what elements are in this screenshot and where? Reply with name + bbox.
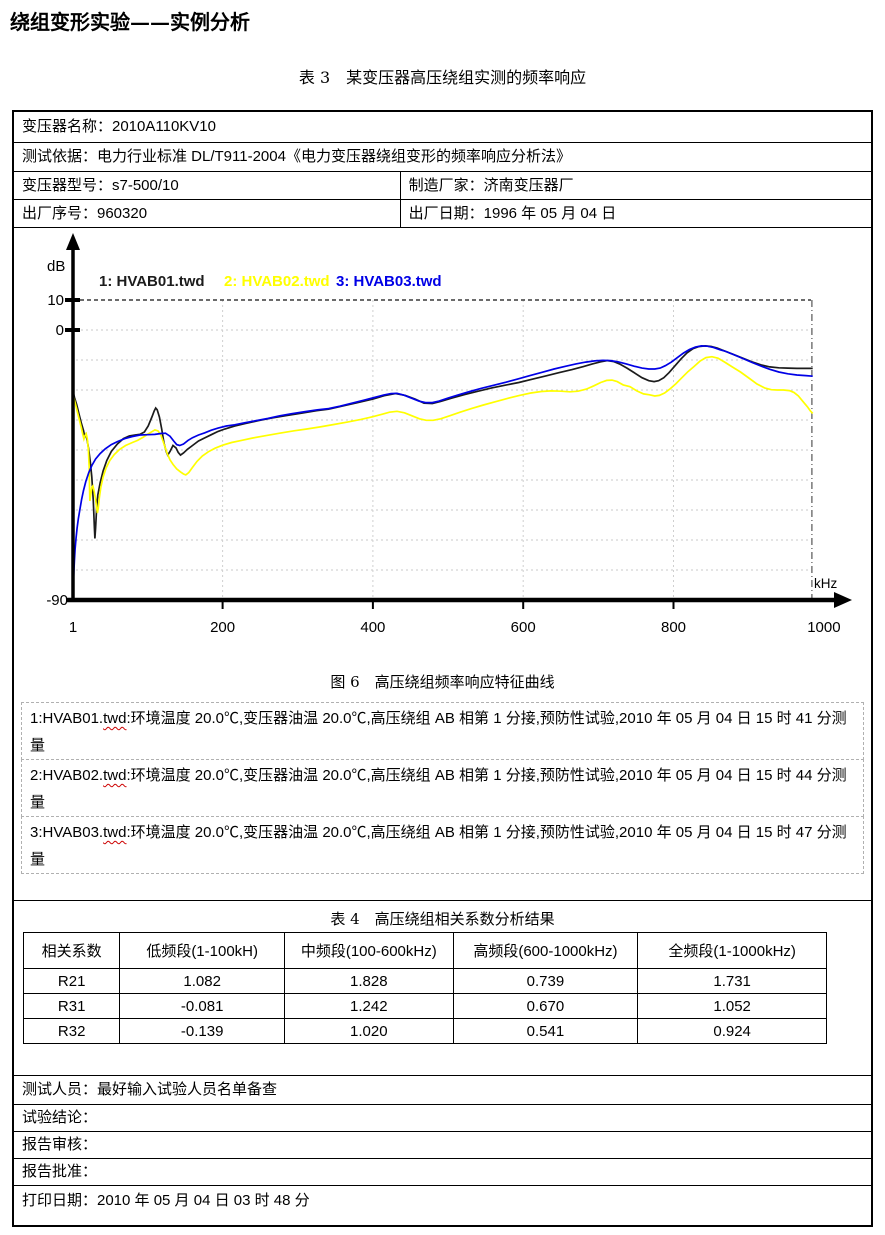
curve-series-3 (72, 345, 813, 598)
table-row: R21 1.082 1.828 0.739 1.731 (22, 968, 827, 994)
info-factory-date: 出厂日期：1996 年 05 月 04 日 (399, 200, 871, 227)
y-axis-arrow (66, 233, 80, 250)
footer-tester: 测试人员：最好输入试验人员名单备查 (14, 1075, 871, 1104)
page-title: 绕组变形实验——实例分析 (10, 10, 250, 34)
vertical-gridlines (222, 300, 674, 600)
x-axis-arrow (834, 592, 852, 608)
measurement-2-prefix: 2:HVAB02. (30, 767, 104, 784)
info-row-model-manufacturer: 变压器型号：s7-500/10 制造厂家：济南变压器厂 (14, 171, 871, 199)
measurement-1-file-ext: twd (103, 710, 127, 727)
measurement-2-file-ext: twd (103, 767, 127, 784)
footer-review: 报告审核： (14, 1131, 871, 1158)
footer-print-date: 打印日期：2010 年 05 月 04 日 03 时 48 分 (14, 1185, 871, 1229)
x-tick-label-600: 600 (511, 619, 536, 636)
cell-r32-low: -0.139 (119, 1018, 285, 1044)
header-high-band: 高频段(600-1000kHz) (452, 932, 639, 969)
info-serial: 出厂序号：960320 (22, 205, 148, 222)
curve-series-1 (72, 345, 813, 539)
cell-r32-label: R32 (22, 1018, 121, 1044)
cell-r21-mid: 1.828 (283, 968, 454, 994)
table3-caption: 表 3 某变压器高压绕组实测的频率响应 (298, 68, 587, 87)
measurement-3-text: :环境温度 20.0℃,变压器油温 20.0℃,高压绕组 AB 相第 1 分接,… (30, 824, 847, 868)
info-manufacturer: 制造厂家：济南变压器厂 (399, 172, 871, 199)
cell-r32-mid: 1.020 (283, 1018, 454, 1044)
y-axis-unit-label: dB (47, 258, 65, 275)
cell-r21-label: R21 (22, 968, 121, 994)
measurement-2-text: :环境温度 20.0℃,变压器油温 20.0℃,高压绕组 AB 相第 1 分接,… (30, 767, 847, 811)
x-tick-label-1000: 1000 (807, 619, 840, 636)
figure6-caption: 图 6 高压绕组频率响应特征曲线 (330, 673, 555, 691)
table-header-row: 相关系数 低频段(1-100kH) 中频段(100-600kHz) 高频段(60… (22, 932, 827, 969)
correlation-table: 相关系数 低频段(1-100kH) 中频段(100-600kHz) 高频段(60… (22, 932, 827, 1044)
table4-caption: 表 4 高压绕组相关系数分析结果 (330, 910, 555, 928)
legend-entry-hvab03: 3: HVAB03.twd (336, 273, 442, 290)
correlation-table-cell: 表 4 高压绕组相关系数分析结果 相关系数 低频段(1-100kH) 中频段(1… (14, 900, 871, 1075)
measurement-3-file-ext: twd (103, 824, 127, 841)
x-tick-label-400: 400 (360, 619, 385, 636)
report-table: 变压器名称：2010A110KV10 测试依据：电力行业标准 DL/T911-2… (12, 110, 873, 1227)
measurement-1-prefix: 1:HVAB01. (30, 710, 104, 727)
measurement-note-2: 2:HVAB02.twd:环境温度 20.0℃,变压器油温 20.0℃,高压绕组… (21, 759, 864, 817)
info-row-serial-date: 出厂序号：960320 出厂日期：1996 年 05 月 04 日 (14, 199, 871, 227)
info-row-test-standard: 测试依据：电力行业标准 DL/T911-2004《电力变压器绕组变形的频率响应分… (14, 142, 871, 171)
header-mid-band: 中频段(100-600kHz) (283, 932, 454, 969)
cell-r21-low: 1.082 (119, 968, 285, 994)
header-low-band: 低频段(1-100kH) (119, 932, 285, 969)
table-row: R32 -0.139 1.020 0.541 0.924 (22, 1018, 827, 1044)
cell-r21-high: 0.739 (452, 968, 639, 994)
x-axis-unit-label: kHz (814, 576, 837, 591)
x-tick-label-1: 1 (69, 619, 77, 636)
measurement-note-1: 1:HVAB01.twd:环境温度 20.0℃,变压器油温 20.0℃,高压绕组… (21, 702, 864, 760)
cell-r32-high: 0.541 (452, 1018, 639, 1044)
cell-r31-full: 1.052 (637, 993, 827, 1019)
measurement-1-text: :环境温度 20.0℃,变压器油温 20.0℃,高压绕组 AB 相第 1 分接,… (30, 710, 847, 754)
y-axis-ticks (65, 298, 80, 332)
cell-r31-label: R31 (22, 993, 121, 1019)
y-tick-label-0: 0 (56, 322, 64, 339)
header-correlation: 相关系数 (22, 932, 121, 969)
curves (72, 345, 814, 598)
curve-series-2 (72, 355, 814, 514)
header-full-band: 全频段(1-1000kHz) (637, 932, 827, 969)
measurement-3-prefix: 3:HVAB03. (30, 824, 104, 841)
cell-r32-full: 0.924 (637, 1018, 827, 1044)
info-model: 变压器型号：s7-500/10 (22, 177, 179, 194)
cell-r21-full: 1.731 (637, 968, 827, 994)
x-axis-ticks (221, 600, 675, 609)
legend-entry-hvab02: 2: HVAB02.twd (224, 273, 330, 290)
cell-r31-mid: 1.242 (283, 993, 454, 1019)
footer-conclusion: 试验结论： (14, 1104, 871, 1131)
footer-approve: 报告批准： (14, 1158, 871, 1185)
cell-r31-low: -0.081 (119, 993, 285, 1019)
legend-entry-hvab01: 1: HVAB01.twd (99, 273, 205, 290)
table-row: R31 -0.081 1.242 0.670 1.052 (22, 993, 827, 1019)
frequency-response-chart-cell: dB 10 0 -90 1 200 400 600 800 1000 kHz 1… (14, 227, 871, 900)
info-row-transformer-name: 变压器名称：2010A110KV10 (22, 118, 216, 135)
frequency-response-chart: dB 10 0 -90 1 200 400 600 800 1000 kHz 1… (46, 233, 852, 636)
x-tick-label-800: 800 (661, 619, 686, 636)
y-tick-label-neg90: -90 (46, 592, 68, 609)
x-tick-label-200: 200 (210, 619, 235, 636)
cell-r31-high: 0.670 (452, 993, 639, 1019)
measurement-note-3: 3:HVAB03.twd:环境温度 20.0℃,变压器油温 20.0℃,高压绕组… (21, 816, 864, 874)
y-tick-label-10: 10 (47, 292, 64, 309)
